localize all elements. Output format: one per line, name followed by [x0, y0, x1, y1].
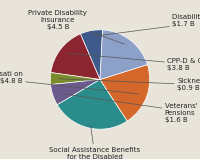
- Wedge shape: [50, 73, 100, 85]
- Text: Private Disability
Insurance
$4.5 B: Private Disability Insurance $4.5 B: [28, 10, 124, 44]
- Wedge shape: [80, 30, 103, 80]
- Wedge shape: [100, 65, 150, 121]
- Wedge shape: [57, 80, 127, 129]
- Text: Worker's Compensati on
$4.8 B: Worker's Compensati on $4.8 B: [0, 70, 138, 94]
- Text: Sickness
$0.9 B: Sickness $0.9 B: [59, 78, 200, 91]
- Text: Social Assistance Benefits
for the Disabled
$6 B: Social Assistance Benefits for the Disab…: [49, 125, 141, 159]
- Wedge shape: [51, 34, 100, 80]
- Text: CPP-D & QPP-D
$3.8 B: CPP-D & QPP-D $3.8 B: [68, 53, 200, 71]
- Wedge shape: [51, 80, 100, 105]
- Text: Disability Tax Measures
$1.7 B: Disability Tax Measures $1.7 B: [95, 14, 200, 36]
- Text: Veterans' Disability
Pensions
$1.6 B: Veterans' Disability Pensions $1.6 B: [61, 94, 200, 123]
- Wedge shape: [100, 30, 147, 80]
